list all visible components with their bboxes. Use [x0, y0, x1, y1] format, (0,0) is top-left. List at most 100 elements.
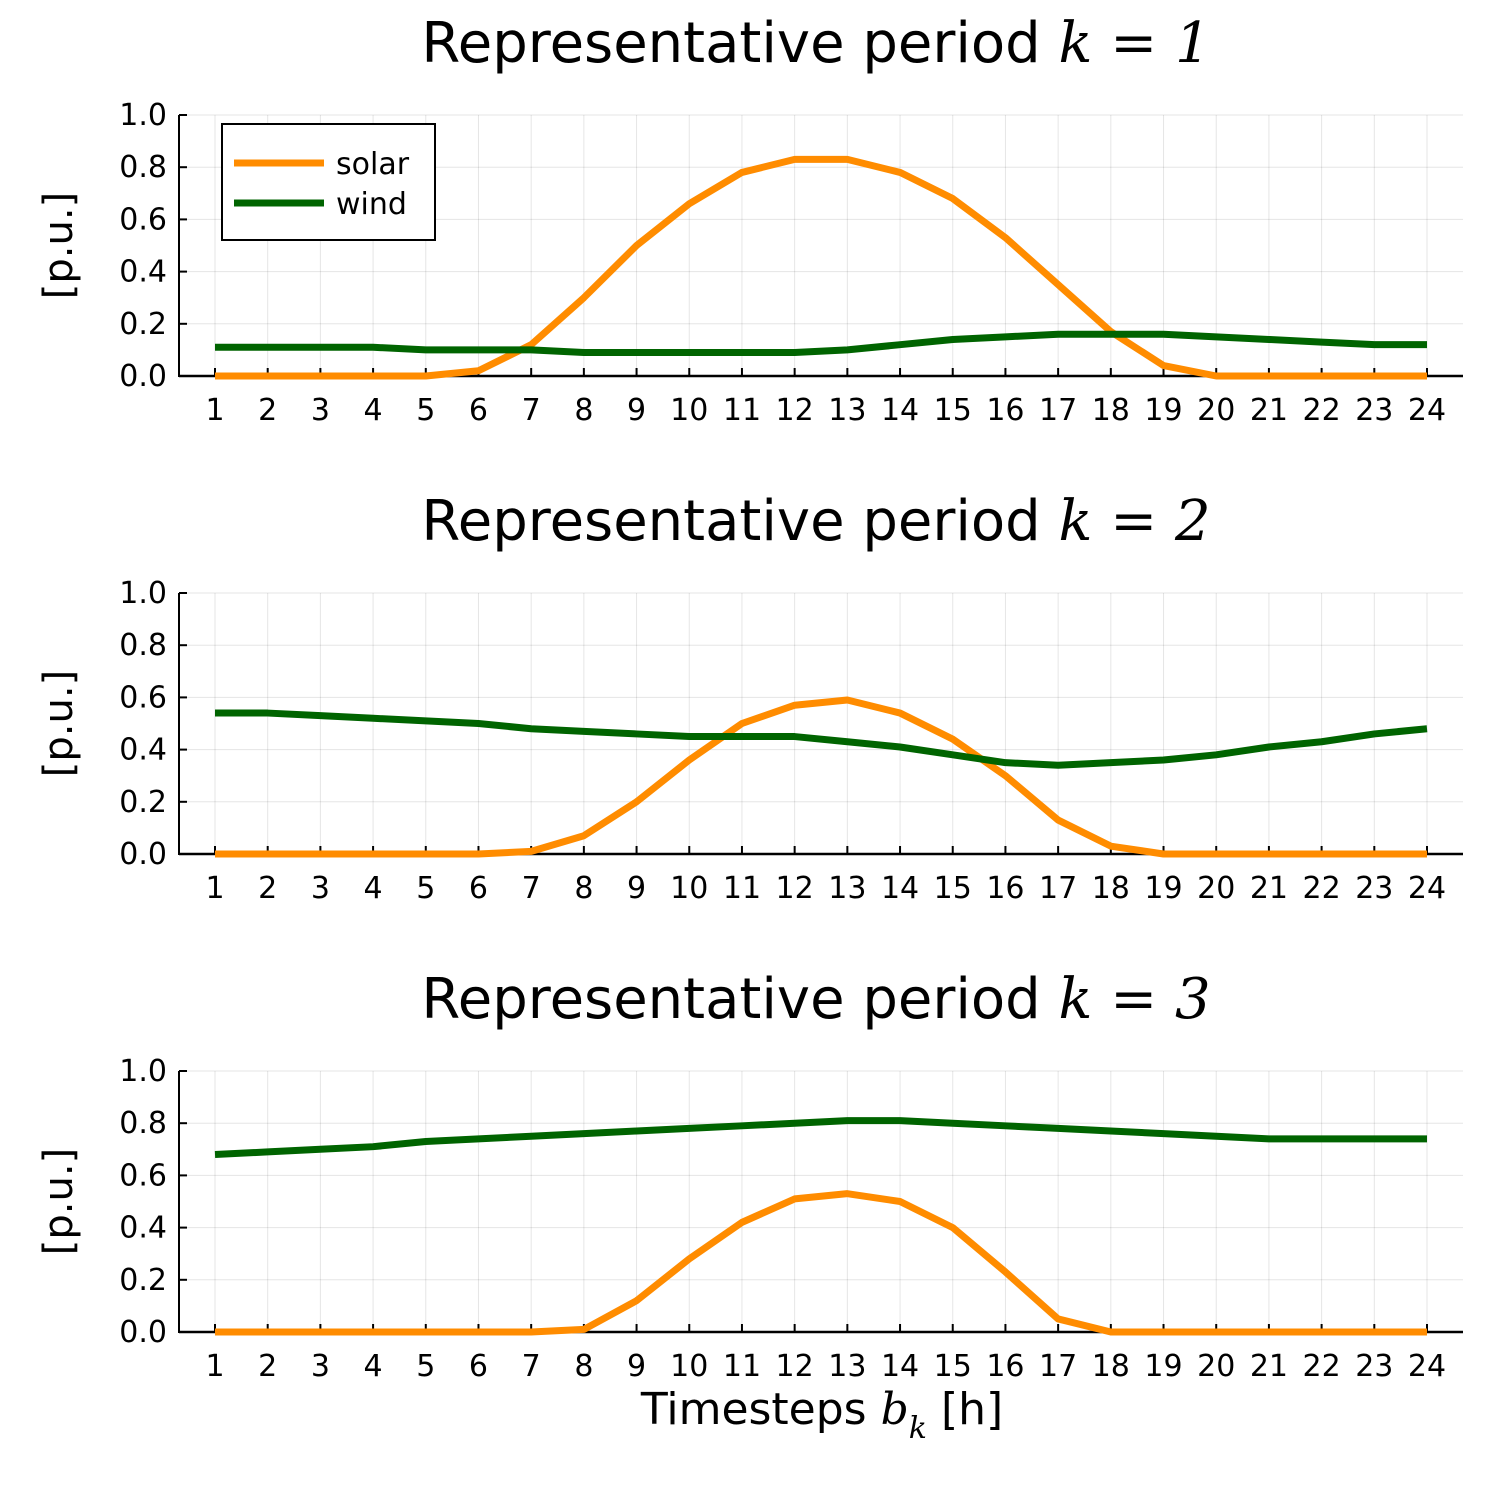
x-tick-label: 18: [1092, 393, 1130, 428]
series-line-series-2: [215, 709, 1428, 769]
chart-title-math: k = 3: [1059, 967, 1211, 1032]
x-tick-label: 11: [723, 1349, 761, 1384]
chart-title-math: k = 1: [1059, 11, 1211, 76]
x-tick-label: 6: [469, 871, 488, 906]
x-tick-label: 21: [1250, 1349, 1288, 1384]
y-tick-label: 0.0: [119, 837, 167, 872]
x-tick-label: 17: [1039, 871, 1077, 906]
x-tick-label: 8: [574, 393, 593, 428]
x-tick-label: 5: [416, 871, 435, 906]
y-tick-label: 0.6: [119, 1158, 167, 1193]
x-tick-label: 2: [258, 1349, 277, 1384]
chart-title: Representative period k = 3: [421, 967, 1210, 1032]
x-tick-label: 8: [574, 871, 593, 906]
x-tick-label: 12: [776, 871, 814, 906]
chart-title-text: Representative period: [421, 967, 1058, 1032]
y-tick-label: 0.2: [119, 1263, 167, 1298]
x-tick-label: 23: [1355, 871, 1393, 906]
x-axis-label-text: Timesteps: [640, 1384, 881, 1435]
x-tick-label: 12: [776, 393, 814, 428]
x-tick-label: 13: [828, 393, 866, 428]
x-tick-label: 19: [1144, 1349, 1182, 1384]
x-tick-label: 15: [934, 1349, 972, 1384]
x-tick-label: 4: [364, 1349, 383, 1384]
x-tick-label: 22: [1303, 871, 1341, 906]
legend-label-wind: wind: [336, 187, 407, 222]
y-tick-label: 0.6: [119, 202, 167, 237]
x-tick-label: 19: [1144, 393, 1182, 428]
y-tick-label: 1.0: [119, 1054, 167, 1089]
x-axis-label: Timesteps bk [h]: [640, 1384, 1003, 1446]
y-tick-label: 0.6: [119, 680, 167, 715]
chart-title-math: k = 2: [1059, 489, 1211, 554]
x-tick-label: 19: [1144, 871, 1182, 906]
y-tick-label: 0.2: [119, 307, 167, 342]
x-tick-label: 22: [1303, 1349, 1341, 1384]
x-tick-label: 14: [881, 871, 919, 906]
x-tick-label: 3: [311, 871, 330, 906]
y-axis-label: [p.u.]: [36, 192, 82, 299]
y-tick-label: 0.4: [119, 1211, 167, 1246]
y-tick-label: 0.4: [119, 733, 167, 768]
y-axis-label: [p.u.]: [36, 1148, 82, 1255]
series-line-wind: [215, 330, 1427, 357]
x-tick-label: 8: [574, 1349, 593, 1384]
x-tick-label: 2: [258, 393, 277, 428]
y-tick-label: 0.2: [119, 785, 167, 820]
x-tick-label: 23: [1355, 393, 1393, 428]
x-tick-label: 20: [1197, 1349, 1235, 1384]
legend-box: [221, 123, 436, 241]
x-tick-label: 5: [416, 1349, 435, 1384]
series-line-solar: [215, 155, 1427, 380]
x-tick-label: 7: [522, 393, 541, 428]
x-tick-label: 16: [986, 393, 1024, 428]
x-tick-label: 4: [364, 871, 383, 906]
chart-title-text: Representative period: [421, 489, 1058, 554]
y-axis-label: [p.u.]: [36, 670, 82, 777]
x-tick-label: 6: [469, 1349, 488, 1384]
x-tick-label: 15: [934, 393, 972, 428]
y-tick-label: 0.8: [119, 628, 167, 663]
chart-title: Representative period k = 1: [421, 11, 1210, 76]
x-tick-label: 3: [311, 1349, 330, 1384]
y-tick-label: 0.8: [119, 1106, 167, 1141]
x-tick-label: 5: [416, 393, 435, 428]
y-tick-label: 1.0: [119, 98, 167, 133]
x-axis-label-sub: k: [909, 1411, 927, 1446]
x-tick-label: 17: [1039, 1349, 1077, 1384]
x-tick-label: 1: [205, 1349, 224, 1384]
x-tick-label: 21: [1250, 393, 1288, 428]
subplot-1: Representative period k = 1 0.0 0.2 0.4 0.6 0…: [36, 11, 1463, 428]
x-tick-label: 11: [723, 871, 761, 906]
x-tick-label: 23: [1355, 1349, 1393, 1384]
x-tick-label: 10: [670, 871, 708, 906]
x-tick-label: 18: [1092, 871, 1130, 906]
subplot-3: Representative period k = 3 0.0 0.2 0.4 0.6 0…: [36, 967, 1463, 1446]
x-tick-label: 12: [776, 1349, 814, 1384]
x-tick-label: 24: [1408, 871, 1446, 906]
y-tick-label: 1.0: [119, 576, 167, 611]
x-tick-label: 17: [1039, 393, 1077, 428]
y-tick-label: 0.0: [119, 1315, 167, 1350]
x-tick-label: 7: [522, 871, 541, 906]
series-line-series-2: [214, 1117, 1427, 1159]
y-tick-label: 0.4: [119, 255, 167, 290]
x-tick-label: 9: [627, 1349, 646, 1384]
x-tick-label: 1: [205, 393, 224, 428]
chart-title: Representative period k = 2: [421, 489, 1210, 554]
x-tick-label: 1: [205, 871, 224, 906]
legend: solar wind: [221, 123, 436, 241]
x-tick-label: 18: [1092, 1349, 1130, 1384]
x-tick-label: 20: [1197, 871, 1235, 906]
x-tick-label: 7: [522, 1349, 541, 1384]
x-tick-label: 9: [627, 393, 646, 428]
x-tick-label: 2: [258, 871, 277, 906]
x-tick-label: 4: [364, 393, 383, 428]
y-tick-label: 0.8: [119, 150, 167, 185]
x-tick-label: 10: [670, 393, 708, 428]
x-tick-label: 3: [311, 393, 330, 428]
chart-title-text: Representative period: [421, 11, 1058, 76]
x-axis-label-var: b: [881, 1384, 909, 1435]
x-tick-label: 21: [1250, 871, 1288, 906]
